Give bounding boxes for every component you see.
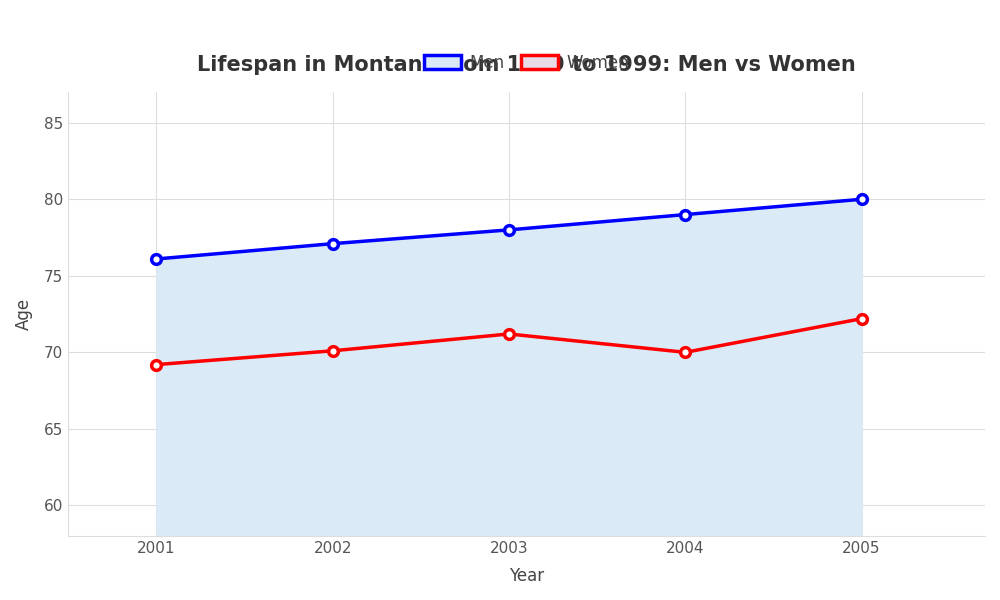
Title: Lifespan in Montana from 1979 to 1999: Men vs Women: Lifespan in Montana from 1979 to 1999: M… [197,55,856,75]
X-axis label: Year: Year [509,567,544,585]
Legend: Men, Women: Men, Women [418,47,636,79]
Y-axis label: Age: Age [15,298,33,330]
